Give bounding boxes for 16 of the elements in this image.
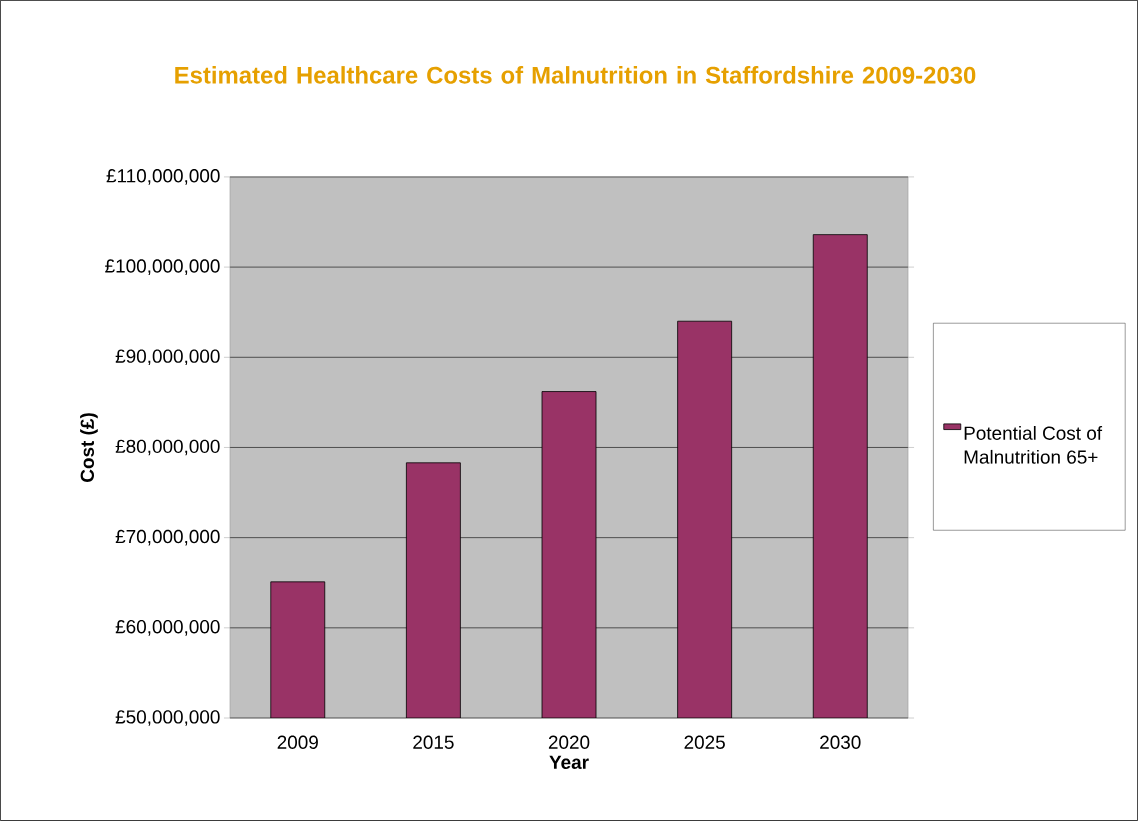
x-tick-label: 2015: [413, 735, 454, 749]
y-tick-label: £90,000,000: [115, 349, 220, 366]
y-tick-label: £70,000,000: [115, 529, 220, 546]
x-tick-label: 2020: [548, 735, 590, 749]
y-tick-label: £110,000,000: [106, 169, 220, 185]
y-tick-label: £50,000,000: [115, 710, 220, 726]
x-axis-title: Year: [549, 755, 589, 770]
y-tick-label: £100,000,000: [105, 259, 220, 275]
y-tick-label: £80,000,000: [115, 439, 220, 456]
y-tick-label: £60,000,000: [115, 620, 220, 636]
legend-label: Potential Cost of Malnutrition 65+: [964, 426, 1103, 464]
chart-title: Estimated Healthcare Costs of Malnutrition in Staffordshire 2009-2030: [175, 66, 976, 84]
x-tick-label: 2025: [684, 735, 725, 749]
y-axis-title: Cost (£): [80, 413, 98, 482]
x-tick-label: 2030: [820, 735, 861, 749]
x-tick-label: 2009: [277, 735, 318, 749]
